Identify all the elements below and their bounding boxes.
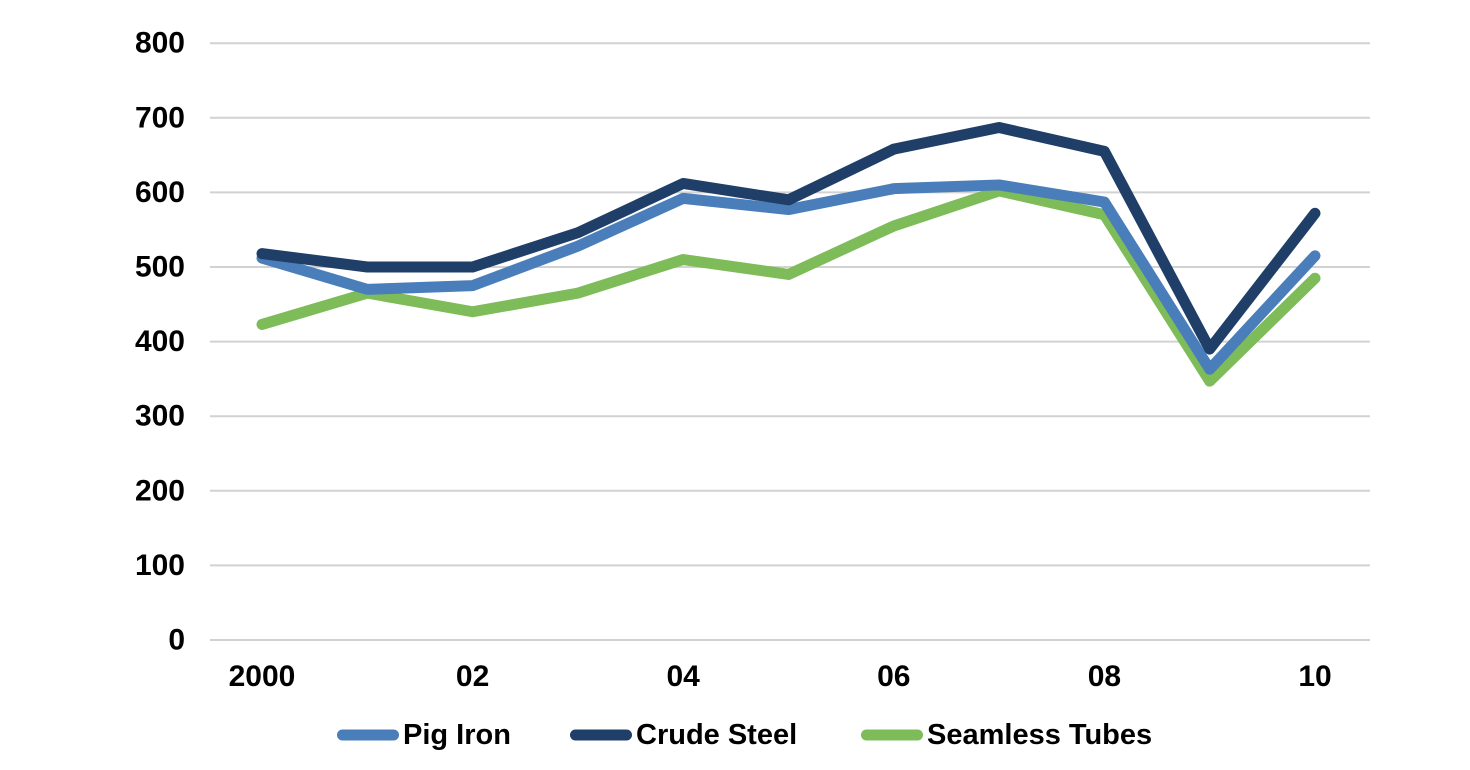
y-axis-tick-label: 500 <box>135 251 185 284</box>
legend-label: Pig Iron <box>403 719 511 751</box>
y-axis-tick-label: 300 <box>135 400 185 433</box>
y-axis-tick-label: 400 <box>135 325 185 358</box>
y-axis-tick-label: 200 <box>135 474 185 507</box>
y-axis-tick-label: 700 <box>135 101 185 134</box>
legend-item: Crude Steel <box>570 719 797 751</box>
series-line-seamless-tubes <box>256 185 1321 387</box>
legend-item: Pig Iron <box>337 719 511 751</box>
series-line-pig-iron <box>256 179 1321 375</box>
legend-label: Crude Steel <box>636 719 797 751</box>
x-axis-tick-label: 06 <box>877 660 910 693</box>
x-axis-tick-label: 2000 <box>229 660 296 693</box>
y-axis-tick-label: 800 <box>135 27 185 60</box>
x-axis-tick-label: 10 <box>1298 660 1331 693</box>
y-axis-tick-label: 0 <box>168 624 185 657</box>
x-axis-tick-label: 08 <box>1088 660 1121 693</box>
legend-label: Seamless Tubes <box>927 719 1152 751</box>
series-line-crude-steel <box>256 121 1321 355</box>
y-axis-tick-label: 100 <box>135 549 185 582</box>
x-axis-tick-label: 04 <box>667 660 701 693</box>
x-axis-tick-label: 02 <box>456 660 489 693</box>
legend-item: Seamless Tubes <box>861 719 1152 751</box>
y-axis-tick-label: 600 <box>135 176 185 209</box>
